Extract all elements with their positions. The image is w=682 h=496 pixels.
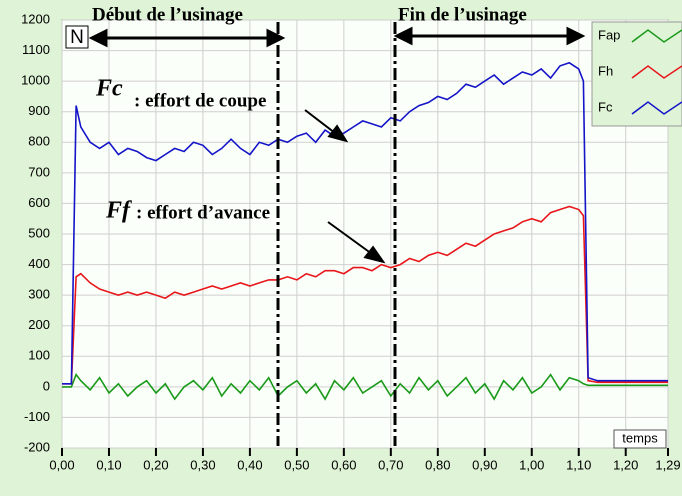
- y-tick-label: -200: [24, 439, 50, 454]
- y-tick-label: 1000: [21, 73, 50, 88]
- x-label-box: [613, 429, 667, 449]
- legend-swatch: [631, 29, 682, 43]
- legend-label: Fh: [598, 63, 613, 78]
- legend-swatch: [631, 65, 682, 79]
- legend-swatch: [631, 101, 682, 115]
- series-lines: [62, 61, 668, 401]
- y-tick-label: 600: [28, 195, 50, 210]
- series-line: [62, 61, 668, 385]
- fc-symbol: Fc: [95, 76, 123, 102]
- y-tick-label: -100: [24, 409, 50, 424]
- x-tick-label: 1,00: [519, 457, 544, 472]
- y-tick-label: 100: [28, 348, 50, 363]
- x-tick-label: 0,00: [49, 457, 74, 472]
- legend-label: Fap: [598, 27, 620, 42]
- corner-box: [65, 25, 89, 49]
- x-tick-label: 0,20: [143, 457, 168, 472]
- legend-label: Fc: [598, 99, 613, 114]
- fc-text: : effort de coupe: [134, 90, 266, 111]
- ff-text: : effort d’avance: [136, 202, 270, 223]
- y-tick-label: 400: [28, 256, 50, 271]
- y-tick-label: 300: [28, 287, 50, 302]
- corner-label: N: [70, 27, 84, 48]
- x-tick-label: 0,50: [284, 457, 309, 472]
- ff-symbol: Ff: [105, 198, 132, 224]
- x-tick-label: 1,29: [655, 457, 680, 472]
- x-tick-label: 0,60: [331, 457, 356, 472]
- series-line: [62, 205, 668, 385]
- y-tick-label: 1100: [22, 42, 50, 57]
- y-tick-label: 900: [28, 103, 50, 118]
- x-tick-label: 1,10: [566, 457, 591, 472]
- y-tick-label: 200: [28, 317, 50, 332]
- end-label: Fin de l’usinage: [398, 4, 527, 25]
- x-tick-label: 0,90: [472, 457, 497, 472]
- x-axis-label: temps: [622, 430, 658, 445]
- y-tick-label: 700: [28, 164, 50, 179]
- x-tick-label: 0,30: [190, 457, 215, 472]
- y-tick-label: 1200: [21, 11, 50, 26]
- y-tick-label: 800: [28, 134, 50, 149]
- series-line: [62, 372, 668, 401]
- y-tick-label: 500: [28, 225, 50, 240]
- x-tick-label: 0,10: [96, 457, 121, 472]
- x-tick-label: 0,80: [425, 457, 450, 472]
- x-tick-label: 1,20: [613, 457, 638, 472]
- x-tick-label: 0,40: [237, 457, 262, 472]
- arrows: [88, 26, 586, 264]
- start-label: Début de l’usinage: [92, 4, 243, 25]
- x-tick-label: 0,70: [378, 457, 403, 472]
- y-tick-label: 0: [43, 378, 50, 393]
- grid: [61, 19, 669, 449]
